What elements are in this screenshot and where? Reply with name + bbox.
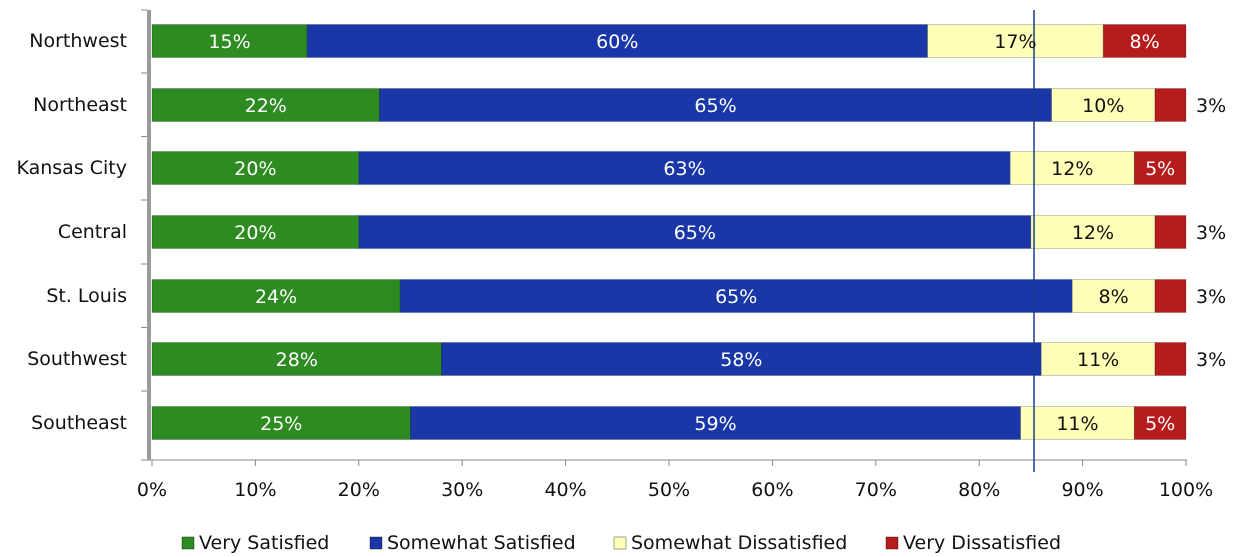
data-label: 3%: [1196, 222, 1226, 244]
legend-swatch: [613, 536, 627, 550]
data-label: 65%: [674, 222, 716, 244]
bar-segment-somewhat-dissatisfied: [1071, 279, 1156, 313]
bar-segment-very-dissatisfied: [1154, 342, 1187, 376]
data-label: 11%: [1077, 349, 1119, 371]
bar-segment-somewhat-dissatisfied: [927, 24, 1104, 58]
legend-swatch: [369, 536, 383, 550]
bar-segment-somewhat-dissatisfied: [1009, 151, 1135, 185]
category-label: Central: [58, 221, 127, 243]
bar-segment-very-satisfied: [151, 215, 360, 249]
legend-label: Very Satisfied: [199, 532, 329, 554]
x-tick-label: 60%: [751, 479, 793, 501]
category-label: Kansas City: [16, 157, 127, 179]
data-label: 12%: [1051, 158, 1093, 180]
x-tick-label: 30%: [441, 479, 483, 501]
x-tick-label: 80%: [958, 479, 1000, 501]
bar-segment-very-dissatisfied: [1102, 24, 1187, 58]
bar-segment-somewhat-dissatisfied: [1040, 342, 1156, 376]
bar-segment-somewhat-satisfied: [379, 88, 1052, 122]
data-label: 10%: [1082, 95, 1124, 117]
data-label: 63%: [663, 158, 705, 180]
bar-segment-very-dissatisfied: [1154, 279, 1187, 313]
legend-label: Somewhat Satisfied: [387, 532, 576, 554]
bar-segment-somewhat-satisfied: [441, 342, 1042, 376]
bar-segment-somewhat-dissatisfied: [1030, 215, 1156, 249]
data-label: 65%: [694, 95, 736, 117]
legend-label: Somewhat Dissatisfied: [631, 532, 847, 554]
x-tick-label: 40%: [544, 479, 586, 501]
data-label: 3%: [1196, 349, 1226, 371]
data-label: 20%: [234, 158, 276, 180]
bar-segment-somewhat-satisfied: [358, 215, 1032, 249]
category-label: Northwest: [29, 30, 127, 52]
x-tick-label: 90%: [1061, 479, 1103, 501]
bar-segment-somewhat-satisfied: [399, 279, 1073, 313]
x-tick-label: 100%: [1159, 479, 1213, 501]
data-label: 15%: [208, 31, 250, 53]
legend-label: Very Dissatisfied: [903, 532, 1061, 554]
data-label: 8%: [1130, 31, 1160, 53]
bar-segment-very-dissatisfied: [1154, 215, 1187, 249]
bar-segment-very-satisfied: [151, 24, 308, 58]
bar-segment-very-satisfied: [151, 342, 442, 376]
data-label: 20%: [234, 222, 276, 244]
x-tick-label: 50%: [648, 479, 690, 501]
data-label: 25%: [260, 413, 302, 435]
bar-segment-very-satisfied: [151, 406, 411, 440]
data-label: 60%: [596, 31, 638, 53]
bar-segment-very-satisfied: [151, 151, 360, 185]
data-label: 24%: [255, 286, 297, 308]
data-label: 58%: [720, 349, 762, 371]
data-label: 3%: [1196, 95, 1226, 117]
category-label: Southwest: [27, 348, 127, 370]
data-label: 8%: [1099, 286, 1129, 308]
bar-segment-somewhat-dissatisfied: [1020, 406, 1135, 440]
data-label: 11%: [1056, 413, 1098, 435]
y-axis-line: [147, 10, 151, 460]
bar-segment-somewhat-satisfied: [306, 24, 928, 58]
data-label: 3%: [1196, 286, 1226, 308]
data-label: 5%: [1145, 158, 1175, 180]
x-tick-label: 0%: [137, 479, 167, 501]
category-label: Northeast: [33, 94, 127, 116]
bar-segment-very-satisfied: [151, 88, 380, 122]
data-label: 65%: [715, 286, 757, 308]
bar-segment-somewhat-satisfied: [358, 151, 1011, 185]
bar-segment-very-dissatisfied: [1133, 151, 1187, 185]
category-label: Southeast: [31, 412, 127, 434]
x-tick-label: 20%: [338, 479, 380, 501]
category-label: St. Louis: [46, 285, 127, 307]
legend-swatch: [181, 536, 195, 550]
data-label: 5%: [1145, 413, 1175, 435]
bar-segment-somewhat-satisfied: [410, 406, 1021, 440]
x-tick-label: 70%: [855, 479, 897, 501]
legend-swatch: [885, 536, 899, 550]
data-label: 22%: [245, 95, 287, 117]
data-label: 12%: [1072, 222, 1114, 244]
data-label: 59%: [694, 413, 736, 435]
x-tick-label: 10%: [234, 479, 276, 501]
data-label: 17%: [994, 31, 1036, 53]
bar-segment-very-dissatisfied: [1133, 406, 1187, 440]
data-label: 28%: [276, 349, 318, 371]
bar-segment-very-dissatisfied: [1154, 88, 1187, 122]
